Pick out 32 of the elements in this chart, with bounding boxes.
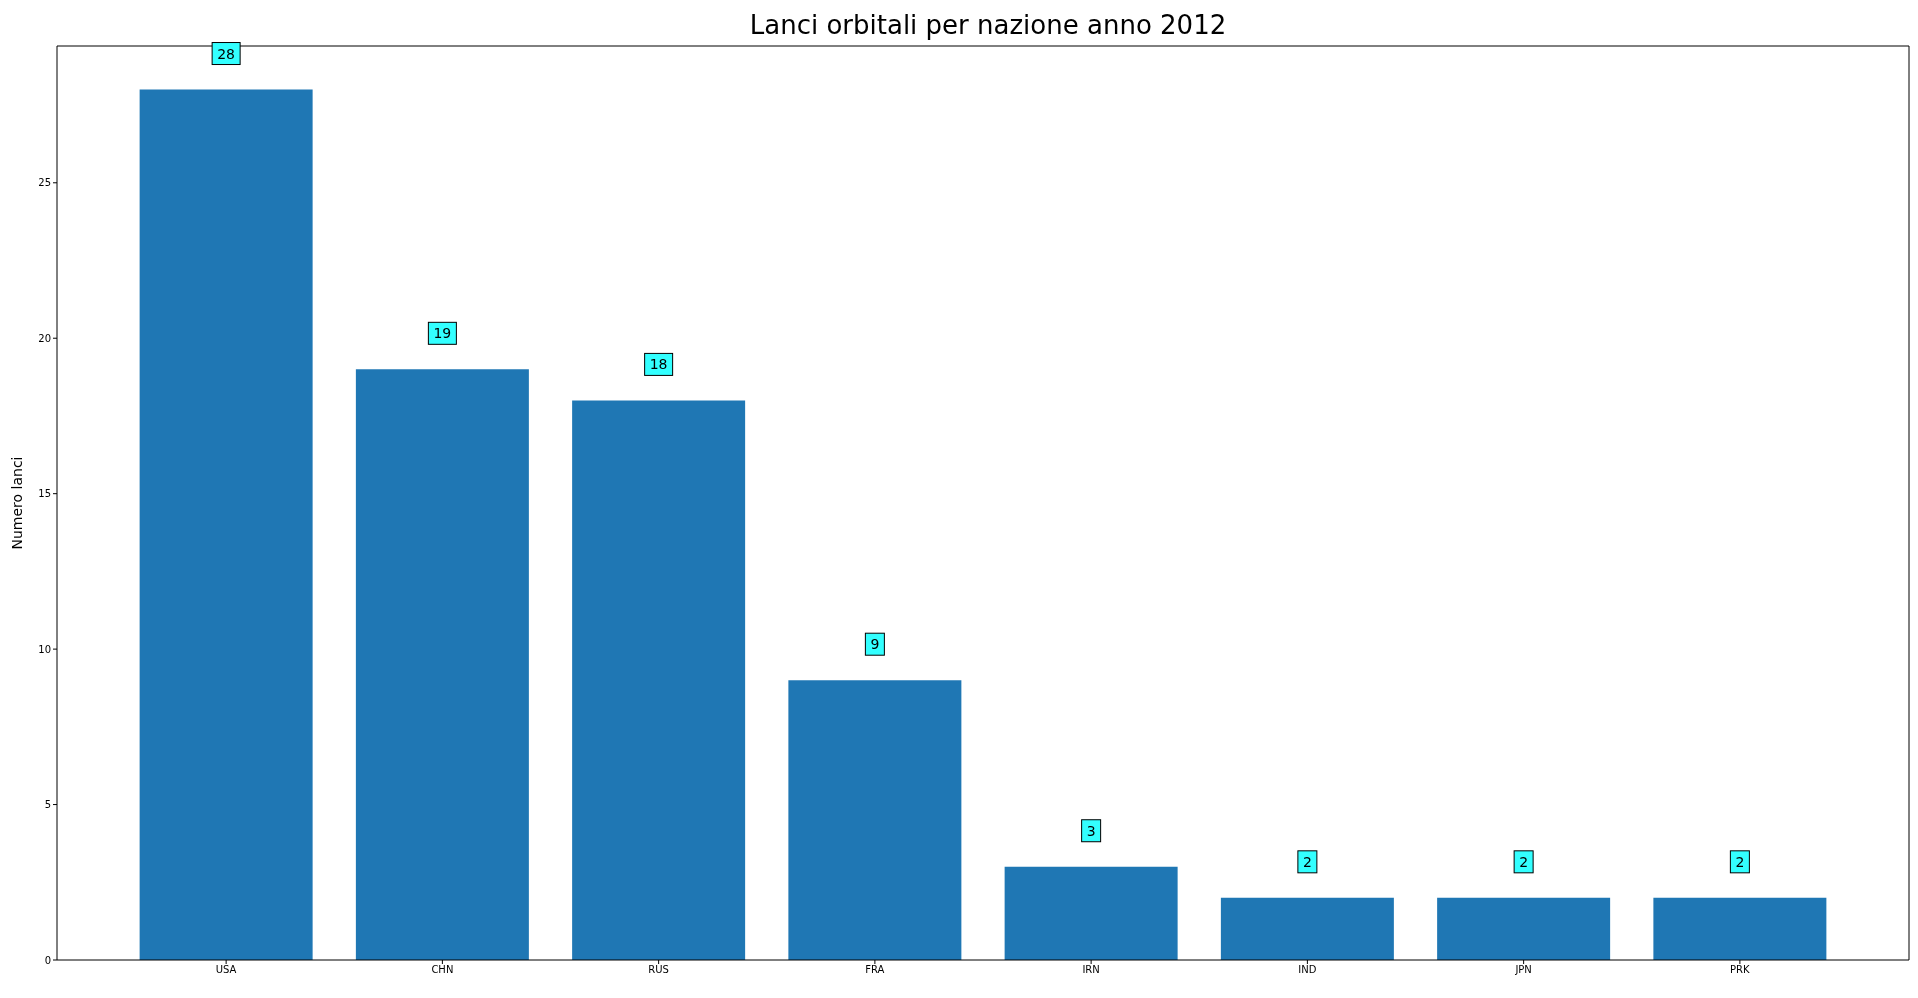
data-label: 19 [433, 325, 452, 342]
bar [1220, 897, 1394, 960]
bar [355, 369, 529, 960]
x-tick-label: FRA [865, 964, 885, 976]
data-label: 28 [217, 45, 236, 62]
x-tick-label: IRN [1082, 964, 1100, 976]
data-label: 9 [870, 636, 880, 653]
x-tick-label: PRK [1730, 964, 1751, 976]
y-tick-label: 15 [38, 488, 51, 500]
y-tick-label: 0 [44, 954, 51, 966]
data-label: 2 [1519, 853, 1529, 870]
data-label: 2 [1302, 853, 1312, 870]
x-tick-label: RUS [648, 964, 669, 976]
data-label: 2 [1735, 853, 1745, 870]
x-tick-label: IND [1298, 964, 1317, 976]
bar [1653, 897, 1827, 960]
y-tick-label: 10 [38, 643, 51, 655]
y-axis-title: Numero lanci [9, 456, 25, 550]
bar [572, 400, 746, 960]
y-tick-label: 20 [38, 332, 51, 344]
y-tick-label: 25 [38, 177, 51, 189]
x-tick-label: USA [215, 964, 237, 976]
bar [139, 89, 313, 960]
data-label: 18 [649, 356, 668, 373]
y-tick-label: 5 [44, 799, 51, 811]
bar [788, 680, 962, 960]
x-tick-label: JPN [1514, 964, 1532, 976]
chart-title: Lanci orbitali per nazione anno 2012 [748, 10, 1228, 40]
x-tick-label: CHN [431, 964, 454, 976]
bar [1004, 866, 1178, 960]
data-label: 3 [1086, 822, 1096, 839]
bar [1437, 897, 1611, 960]
